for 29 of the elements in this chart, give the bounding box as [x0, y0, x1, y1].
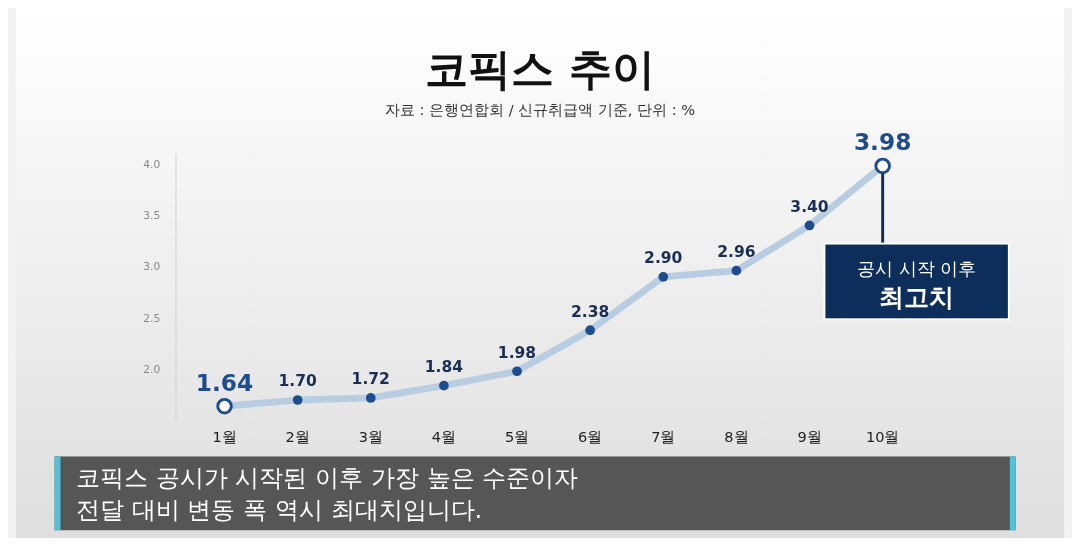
data-label: 1.72 [351, 370, 390, 389]
y-tick-label: 3.0 [143, 260, 161, 274]
x-tick-label: 4월 [431, 427, 457, 445]
x-tick-label: 1월 [212, 427, 237, 445]
data-label: 3.98 [853, 128, 912, 156]
y-tick-label: 4.0 [143, 157, 161, 171]
text: 코픽스 공시가 시작된 이후 가장 높은 수준이자 전달 대비 변동 폭 역시 최대치입니다. [76, 462, 579, 524]
x-tick-label: 2월 [285, 427, 310, 445]
data-label: 1.70 [278, 372, 317, 391]
y-tick-label: 2.5 [143, 311, 161, 325]
x-tick-label: 9월 [797, 427, 822, 445]
data-label: 1.84 [424, 358, 464, 377]
x-tick-label: 7월 [651, 427, 676, 445]
chart-subtitle: 자료 : 은행연합회 / 신규취급액 기준, 단위 : % [384, 100, 696, 118]
x-tick-label: 10월 [865, 427, 900, 445]
data-label: 2.38 [571, 302, 610, 321]
data-label: 3.40 [790, 197, 829, 216]
data-label: 1.98 [497, 343, 537, 362]
y-tick-label: 2.0 [143, 363, 161, 377]
annotation: 공시 시작 이후 최고치 [856, 257, 977, 312]
x-tick-label: 3월 [358, 427, 383, 445]
data-label: 2.90 [644, 249, 683, 268]
data-label: 1.64 [195, 368, 254, 396]
chart-title: 코픽스 추이 [425, 43, 655, 94]
data-label: 2.96 [717, 243, 756, 262]
x-tick-label: 8월 [724, 427, 749, 445]
y-tick-label: 3.5 [143, 209, 161, 223]
x-tick-label: 6월 [578, 427, 603, 445]
x-tick-label: 5월 [504, 427, 530, 445]
